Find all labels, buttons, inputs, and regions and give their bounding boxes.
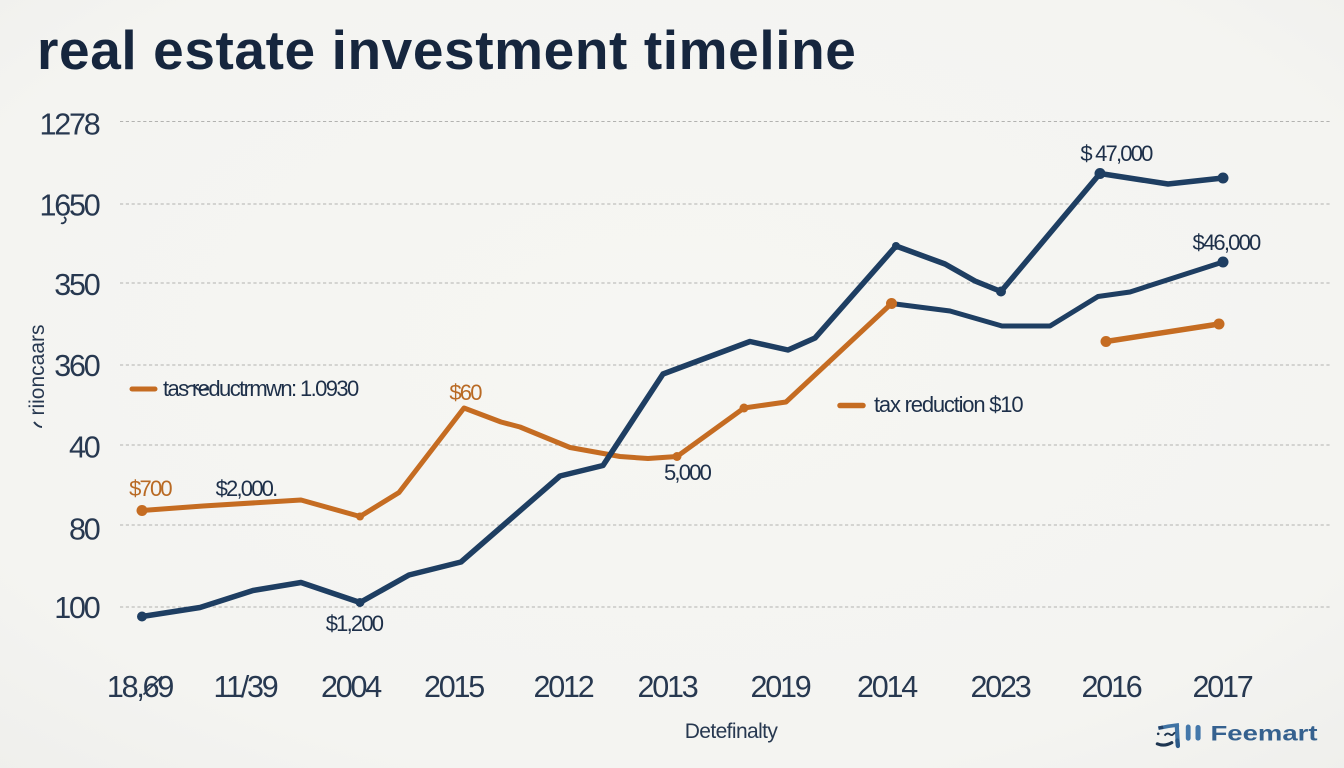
svg-text:5,000: 5,000 xyxy=(664,460,712,485)
svg-text:$1,200: $1,200 xyxy=(326,611,384,636)
svg-text:$700: $700 xyxy=(129,476,172,501)
svg-text:1650: 1650 xyxy=(39,189,99,223)
svg-text:40: 40 xyxy=(69,431,100,465)
svg-text:2012: 2012 xyxy=(533,670,593,704)
svg-text:$46,000: $46,000 xyxy=(1193,230,1261,255)
svg-text:2013: 2013 xyxy=(637,670,697,704)
svg-text:$ 47,000: $ 47,000 xyxy=(1080,141,1153,166)
svg-text:2004: 2004 xyxy=(321,670,382,704)
svg-text:18,69: 18,69 xyxy=(107,670,174,704)
svg-text:riioncaars: riioncaars xyxy=(26,324,49,415)
svg-text:$60: $60 xyxy=(449,380,482,405)
svg-text:2014: 2014 xyxy=(857,670,918,704)
svg-text:tax reduction $10: tax reduction $10 xyxy=(874,392,1023,417)
svg-text:2023: 2023 xyxy=(970,670,1030,704)
svg-text:Feemart: Feemart xyxy=(1211,723,1318,746)
svg-text:360: 360 xyxy=(54,349,100,383)
svg-text:1278: 1278 xyxy=(39,108,99,142)
svg-text:2015: 2015 xyxy=(424,670,484,704)
svg-text:100: 100 xyxy=(54,591,100,625)
svg-text:Detefinalty: Detefinalty xyxy=(685,720,779,743)
svg-text:tas reductrmwn: 1.0930: tas reductrmwn: 1.0930 xyxy=(163,376,359,401)
svg-text:11/39: 11/39 xyxy=(213,670,277,704)
svg-text:2019: 2019 xyxy=(750,670,810,704)
svg-text:real estate investment timelin: real estate investment timeline xyxy=(37,19,856,81)
svg-text:2016: 2016 xyxy=(1081,670,1141,704)
svg-text:80: 80 xyxy=(69,513,100,547)
svg-text:350: 350 xyxy=(54,268,100,302)
svg-text:2017: 2017 xyxy=(1192,670,1252,704)
svg-text:$2,000.: $2,000. xyxy=(216,476,277,501)
